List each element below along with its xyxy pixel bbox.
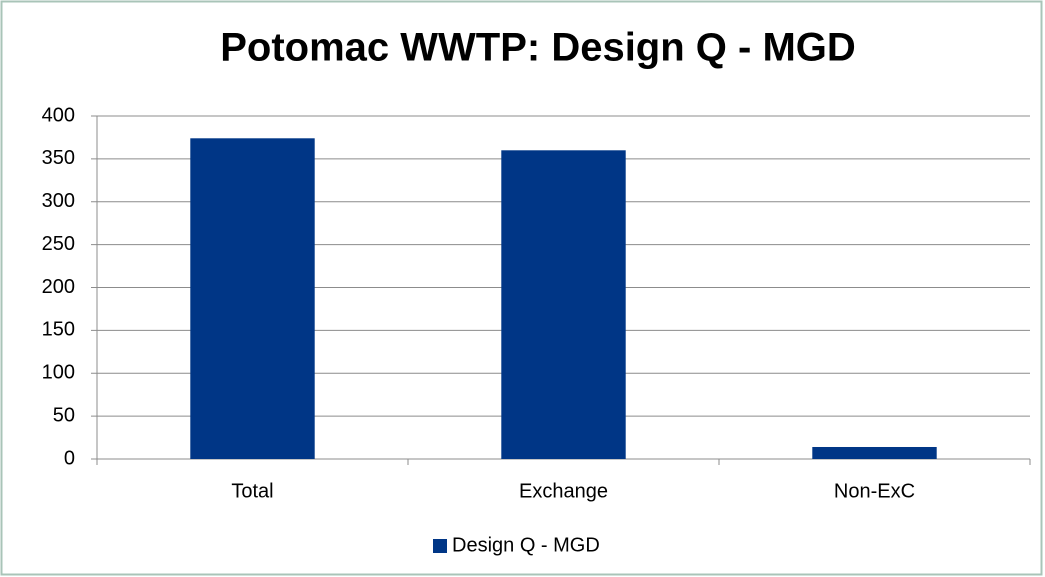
y-tick-label: 150 bbox=[42, 319, 75, 341]
y-tick-label: 100 bbox=[42, 362, 75, 384]
y-tick-label: 200 bbox=[42, 276, 75, 298]
y-tick-label: 350 bbox=[42, 147, 75, 169]
y-tick-label: 400 bbox=[42, 104, 75, 126]
x-tick-label: Total bbox=[231, 480, 273, 502]
bar bbox=[812, 446, 937, 459]
legend-swatch bbox=[433, 539, 447, 553]
y-tick-label: 50 bbox=[53, 404, 75, 426]
y-tick-label: 250 bbox=[42, 233, 75, 255]
legend-label: Design Q - MGD bbox=[452, 534, 600, 556]
bar bbox=[501, 150, 626, 460]
x-tick-label: Non-ExC bbox=[834, 480, 915, 502]
bar bbox=[190, 138, 315, 460]
x-tick-label: Exchange bbox=[519, 480, 608, 502]
y-tick-label: 0 bbox=[64, 447, 75, 469]
chart-title: Potomac WWTP: Design Q - MGD bbox=[220, 26, 856, 70]
y-tick-label: 300 bbox=[42, 190, 75, 212]
